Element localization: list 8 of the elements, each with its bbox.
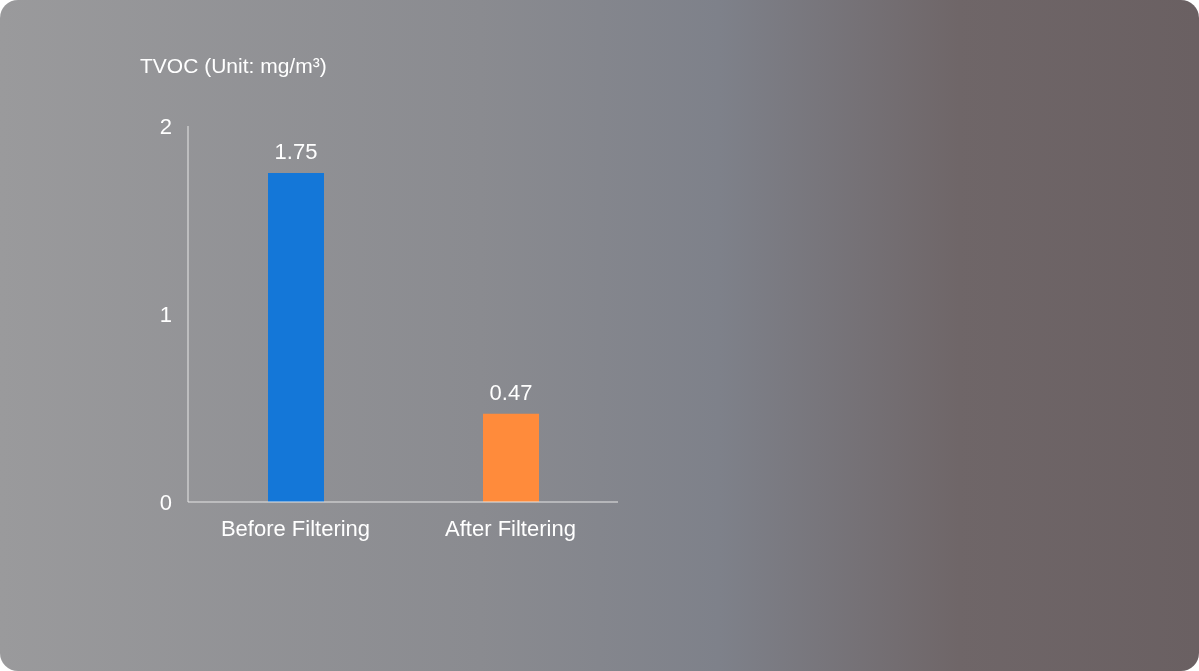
x-tick-label: After Filtering <box>445 515 576 541</box>
y-tick-label: 2 <box>159 113 172 139</box>
data-label: 0.47 <box>489 379 533 405</box>
x-tick-label: Before Filtering <box>220 515 371 541</box>
y-axis-title: TVOC (Unit: mg/m³) <box>140 54 327 78</box>
y-tick-label: 1 <box>159 301 172 327</box>
y-tick-label: 0 <box>159 489 172 515</box>
data-label: 1.75 <box>274 139 318 164</box>
